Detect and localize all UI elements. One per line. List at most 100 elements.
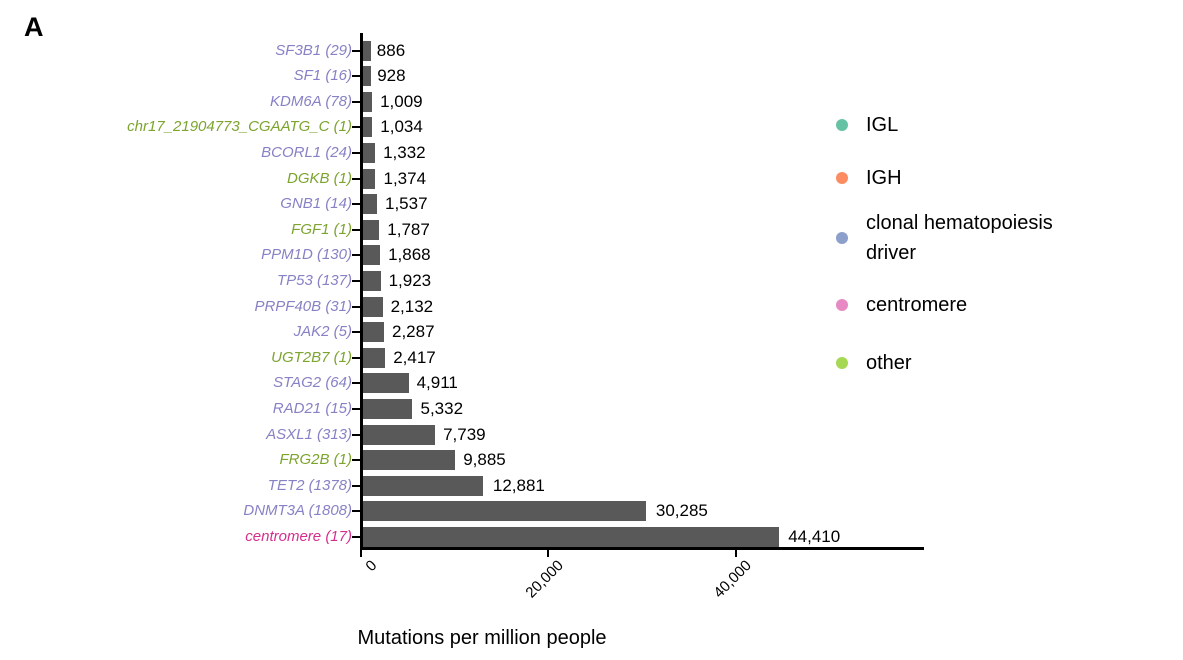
bar-value-label: 1,537 bbox=[385, 194, 428, 214]
bar-value-label: 1,332 bbox=[383, 142, 426, 162]
legend-label: IGH bbox=[866, 167, 902, 189]
legend-dot-icon bbox=[836, 299, 848, 311]
bar bbox=[362, 398, 413, 419]
bar-value-label: 5,332 bbox=[420, 398, 464, 418]
legend-item: other bbox=[836, 348, 1091, 378]
legend-dot-icon bbox=[836, 232, 848, 244]
y-axis-tick bbox=[352, 510, 360, 513]
y-axis-label: TP53 (137) bbox=[276, 271, 352, 289]
bar-value-label: 2,417 bbox=[393, 347, 436, 367]
bar bbox=[362, 296, 383, 317]
bar-value-label: 12,881 bbox=[492, 475, 545, 495]
bar-value-label: 7,739 bbox=[443, 424, 486, 444]
y-axis-tick bbox=[352, 433, 360, 436]
legend-item: centromere bbox=[836, 290, 1091, 320]
bar bbox=[362, 66, 372, 87]
legend-label: IGL bbox=[866, 114, 899, 136]
y-axis-label: STAG2 (64) bbox=[273, 374, 352, 392]
bar-value-label: 1,374 bbox=[383, 168, 427, 188]
y-axis-label: BCORL1 (24) bbox=[261, 143, 352, 161]
bar bbox=[362, 475, 484, 496]
y-axis-label: KDM6A (78) bbox=[270, 92, 352, 110]
y-axis-label: SF1 (16) bbox=[293, 67, 352, 85]
y-axis-tick bbox=[352, 228, 360, 231]
y-axis-label: TET2 (1378) bbox=[267, 476, 352, 494]
bar-value-label: 1,923 bbox=[388, 270, 432, 290]
bar bbox=[362, 40, 371, 61]
y-axis-label: JAK2 (5) bbox=[293, 323, 352, 341]
bar-value-label: 4,911 bbox=[416, 373, 458, 393]
y-axis-label: FRG2B (1) bbox=[279, 451, 352, 469]
bar bbox=[362, 526, 779, 547]
y-axis-label: UGT2B7 (1) bbox=[271, 348, 352, 366]
y-axis-tick bbox=[352, 279, 360, 282]
x-axis-tick-label: 0 bbox=[362, 557, 381, 575]
y-axis-tick bbox=[352, 151, 360, 154]
bar bbox=[362, 245, 380, 266]
y-axis-tick bbox=[352, 356, 360, 359]
y-axis-tick bbox=[352, 331, 360, 334]
y-axis-tick bbox=[352, 484, 360, 487]
x-axis-title: Mutations per million people bbox=[357, 627, 607, 649]
y-axis-tick bbox=[352, 126, 360, 129]
y-axis-tick bbox=[352, 177, 360, 180]
x-axis-tick-label: 20,000 bbox=[522, 557, 568, 602]
bar bbox=[362, 270, 381, 291]
y-axis-tick bbox=[352, 75, 360, 78]
bar bbox=[362, 424, 435, 445]
bar bbox=[362, 168, 376, 189]
legend-label: clonal hematopoiesis driver bbox=[866, 212, 1053, 264]
y-axis-tick bbox=[352, 407, 360, 410]
bar-value-label: 1,787 bbox=[387, 219, 430, 239]
bar-value-label: 2,287 bbox=[392, 322, 435, 342]
bar-value-label: 9,885 bbox=[463, 450, 506, 470]
bar bbox=[362, 347, 386, 368]
bar bbox=[362, 450, 456, 471]
y-axis-tick bbox=[352, 254, 360, 257]
y-axis-label: chr17_21904773_CGAATG_C (1) bbox=[127, 118, 352, 136]
y-axis-label: centromere (17) bbox=[245, 527, 352, 545]
x-axis-tick bbox=[734, 549, 737, 557]
y-axis-tick bbox=[352, 305, 360, 308]
bar bbox=[362, 501, 647, 522]
legend-dot-icon bbox=[836, 357, 848, 369]
x-axis-tick bbox=[547, 549, 550, 557]
y-axis-tick bbox=[352, 203, 360, 206]
legend-item: clonal hematopoiesis driver bbox=[836, 208, 1091, 268]
y-axis-tick bbox=[352, 382, 360, 385]
y-axis-label: SF3B1 (29) bbox=[275, 41, 352, 59]
legend-item: IGL bbox=[836, 110, 1091, 140]
legend-item: IGH bbox=[836, 163, 1091, 193]
legend-label: other bbox=[866, 352, 912, 374]
bar-value-label: 928 bbox=[377, 66, 406, 86]
bar bbox=[362, 142, 375, 163]
x-axis-line bbox=[360, 547, 924, 550]
bar bbox=[362, 117, 373, 138]
y-axis-tick bbox=[352, 49, 360, 52]
legend-dot-icon bbox=[836, 172, 848, 184]
y-axis-label: PRPF40B (31) bbox=[254, 297, 352, 315]
bar-value-label: 30,285 bbox=[655, 501, 708, 521]
legend-dot-icon bbox=[836, 119, 848, 131]
bar bbox=[362, 91, 372, 112]
bar-value-label: 1,009 bbox=[380, 91, 423, 111]
legend-label: centromere bbox=[866, 294, 968, 316]
y-axis-label: FGF1 (1) bbox=[291, 220, 352, 238]
bar-value-label: 1,868 bbox=[388, 245, 431, 265]
x-axis-tick-label: 40,000 bbox=[710, 557, 755, 602]
y-axis-label: RAD21 (15) bbox=[272, 399, 352, 417]
y-axis-line bbox=[360, 33, 363, 549]
panel-label: A bbox=[24, 12, 44, 42]
y-axis-tick bbox=[352, 535, 360, 538]
y-axis-label: ASXL1 (313) bbox=[266, 425, 352, 443]
x-axis-tick bbox=[360, 549, 362, 557]
bar-value-label: 1,034 bbox=[380, 117, 423, 137]
y-axis-tick bbox=[352, 459, 360, 462]
bar-value-label: 886 bbox=[376, 40, 406, 60]
bar bbox=[362, 194, 377, 215]
y-axis-label: DNMT3A (1808) bbox=[243, 502, 352, 520]
y-axis-label: PPM1D (130) bbox=[261, 246, 352, 264]
bar bbox=[362, 373, 409, 394]
bar bbox=[362, 322, 384, 343]
